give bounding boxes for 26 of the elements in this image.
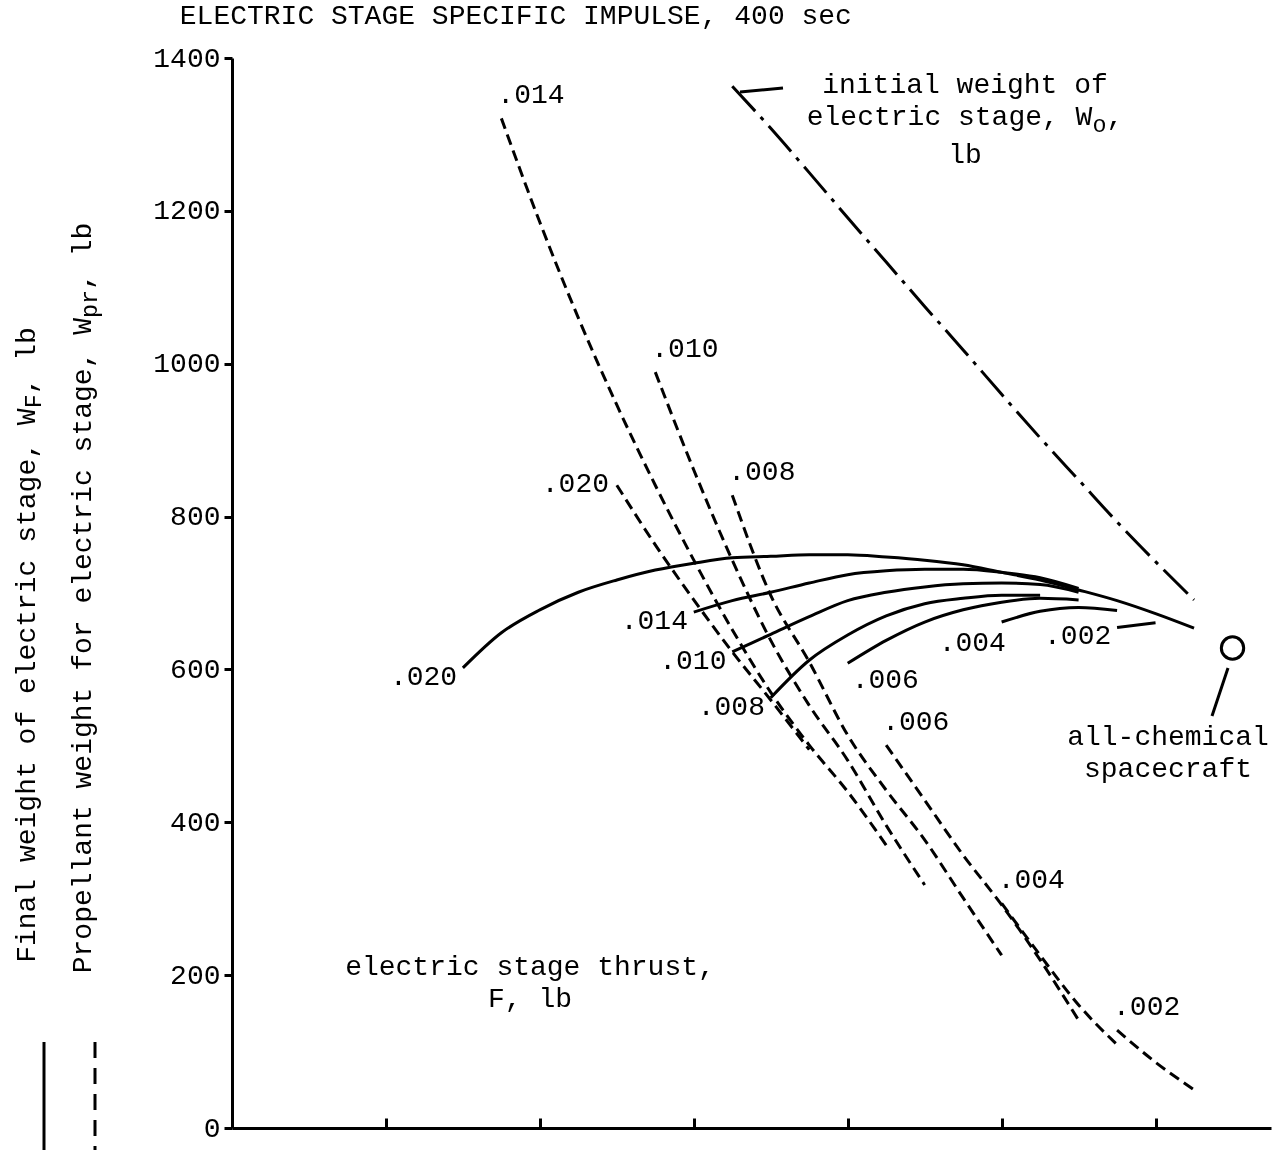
series-label: .006 (851, 665, 919, 698)
series-label: .008 (728, 457, 796, 490)
series-label: .008 (697, 691, 765, 724)
y-tick-label: 0 (203, 1113, 221, 1145)
y-tick-label: 600 (170, 654, 221, 686)
series-label: .020 (541, 469, 610, 502)
series-label: .004 (938, 628, 1006, 661)
series-label: .002 (1113, 992, 1181, 1025)
y-tick-label: 200 (170, 960, 221, 992)
series-label: .002 (1044, 621, 1112, 654)
series-label: .014 (497, 80, 565, 113)
y-tick-label: 1000 (153, 349, 221, 381)
series-label: .020 (389, 661, 458, 695)
y-tick-label: 1400 (153, 43, 221, 75)
y-tick-label: 1200 (153, 196, 221, 228)
y-tick-label: 800 (170, 502, 221, 534)
annotation: electric stage thrust, F, lb (344, 952, 716, 1017)
text: initial weight of electric stage, W$_{o}$, lb (806, 70, 1124, 171)
legend-label: all-chemical spacecraft (1066, 722, 1270, 787)
series-label: .010 (651, 334, 719, 367)
series-label: .006 (882, 707, 950, 740)
series-label: .010 (659, 645, 727, 679)
y-tick-label: 400 (170, 807, 221, 839)
series-label: .014 (620, 606, 688, 639)
chart-title: ELECTRIC STAGE SPECIFIC IMPULSE, 400 sec (179, 1, 852, 32)
series-label: .004 (997, 865, 1065, 898)
